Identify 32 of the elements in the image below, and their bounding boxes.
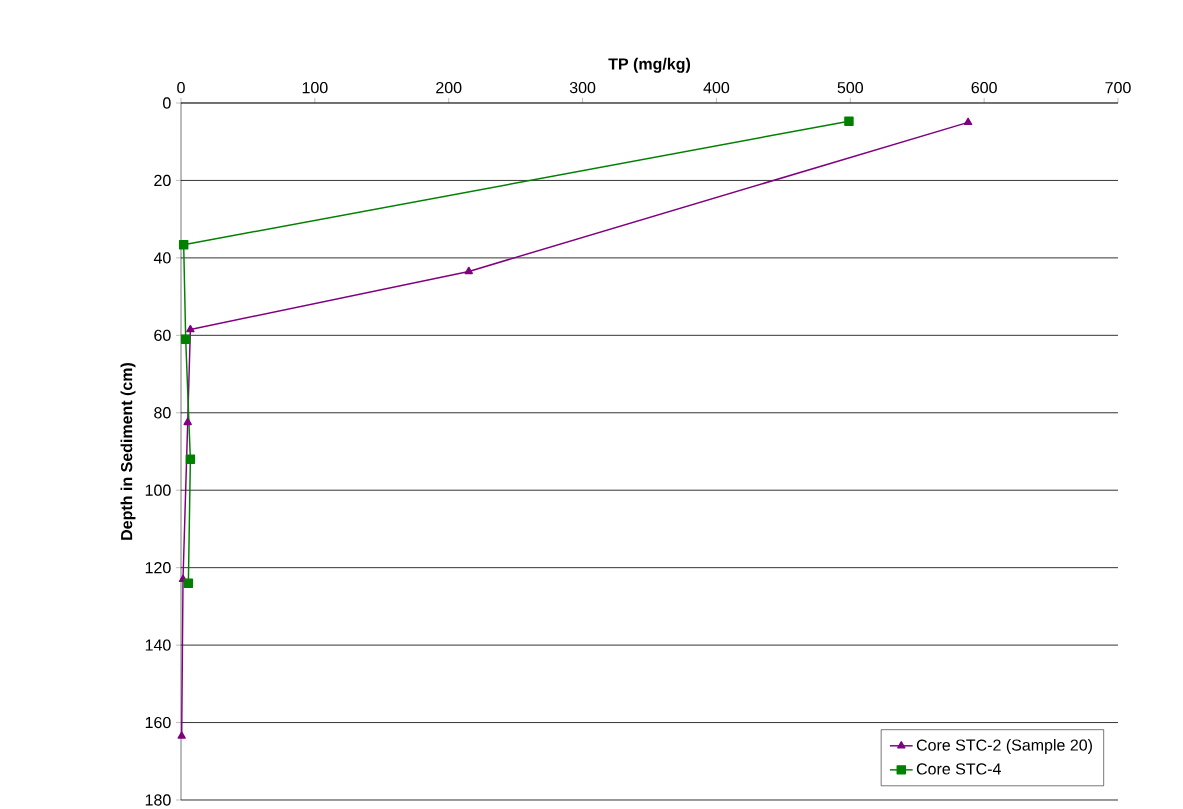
y-tick-label: 100: [145, 484, 171, 496]
legend-label: Core STC-4: [916, 763, 1001, 775]
y-tick-label: 180: [145, 794, 171, 806]
y-tick-label: 60: [154, 329, 171, 341]
y-tick-label: 160: [145, 716, 171, 729]
point: [464, 266, 473, 275]
y-tick-label: 20: [154, 174, 171, 187]
y-tick-label: 0: [163, 97, 171, 109]
y-axis-title: Depth in Sediment (cm): [120, 362, 136, 540]
x-tick-label: 500: [837, 81, 864, 94]
point: [186, 324, 195, 333]
point: [185, 454, 196, 464]
point: [178, 239, 189, 250]
y-tick-label: 80: [154, 407, 171, 419]
point: [177, 731, 186, 739]
y-tick-label: 140: [145, 639, 171, 651]
point: [844, 116, 854, 126]
legend-label: Core STC-2 (Sample 20): [916, 739, 1092, 754]
y-tick-label: 120: [145, 562, 171, 574]
x-tick-label: 700: [1105, 81, 1131, 94]
x-tick-label: 600: [971, 81, 997, 94]
x-tick-label: 400: [703, 81, 730, 94]
point: [183, 578, 194, 588]
x-tick-label: 200: [436, 81, 462, 94]
y-tick-label: 40: [153, 252, 171, 264]
x-tick-label: 300: [569, 81, 596, 94]
point: [963, 117, 973, 126]
x-tick-label: 0: [177, 81, 185, 94]
x-tick-label: 100: [302, 81, 328, 94]
x-axis-title: TP (mg/kg): [608, 57, 691, 73]
point: [180, 334, 191, 344]
point: [183, 417, 192, 426]
